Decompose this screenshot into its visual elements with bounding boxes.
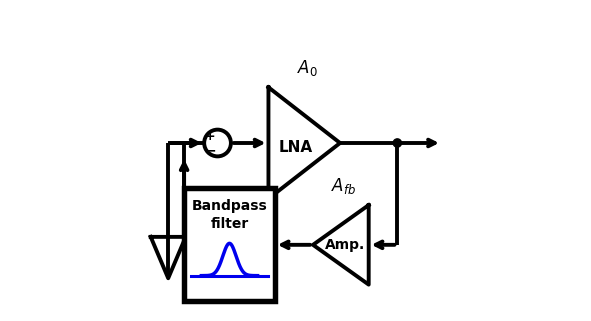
Text: −: −: [204, 143, 216, 157]
Circle shape: [393, 139, 401, 147]
Text: LNA: LNA: [278, 140, 313, 155]
Text: $A_{fb}$: $A_{fb}$: [331, 176, 356, 195]
Text: +: +: [205, 130, 216, 143]
Text: $A_0$: $A_0$: [297, 58, 319, 78]
Text: Amp.: Amp.: [325, 238, 365, 252]
Bar: [184, 187, 275, 300]
Text: Bandpass
filter: Bandpass filter: [191, 199, 267, 230]
